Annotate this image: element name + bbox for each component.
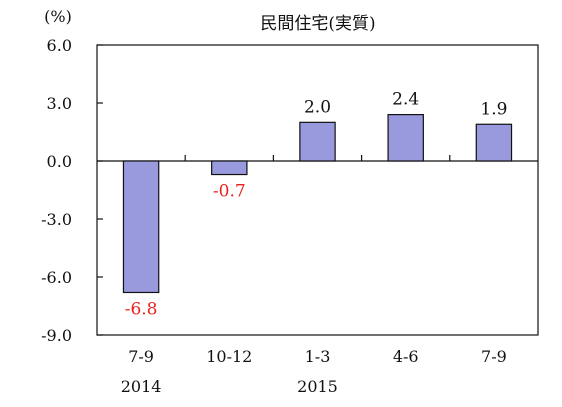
x-tick-label: 7-9 [128, 347, 154, 366]
x-year-label: 2014 [121, 377, 162, 396]
x-year-label: 2015 [297, 377, 338, 396]
data-label: 1.9 [480, 99, 507, 119]
data-label: -6.8 [125, 299, 158, 319]
x-axis-ticks [184, 155, 451, 161]
data-label: 2.0 [304, 97, 331, 117]
x-tick-label: 10-12 [206, 347, 252, 366]
plot-area-frame [96, 44, 539, 336]
x-tick-label: 7-9 [481, 347, 507, 366]
data-label: -0.7 [213, 182, 246, 202]
chart-title: 民間住宅(実質) [260, 14, 375, 34]
data-labels: -6.8 -0.7 2.0 2.4 1.9 [125, 90, 508, 320]
x-tick-label: 4-6 [393, 347, 419, 366]
x-axis: 7-9 10-12 1-3 4-6 7-9 2014 2015 [121, 347, 507, 396]
bar-series [122, 113, 513, 294]
y-axis-unit-label: (%) [44, 7, 72, 26]
bar [211, 160, 248, 176]
bar [387, 113, 424, 162]
y-axis: 6.0 3.0 0.0 -3.0 -6.0 -9.0 [41, 36, 103, 345]
y-tick-label: -3.0 [41, 210, 72, 229]
y-tick-label: 6.0 [47, 36, 72, 55]
bar [299, 121, 336, 162]
y-tick-label: -6.0 [41, 268, 72, 287]
y-tick-label: -9.0 [41, 326, 72, 345]
y-tick-label: 0.0 [47, 152, 72, 171]
y-tick-label: 3.0 [47, 94, 72, 113]
bar [475, 123, 513, 162]
data-label: 2.4 [392, 90, 419, 110]
x-tick-label: 1-3 [305, 347, 331, 366]
bar [122, 160, 160, 294]
